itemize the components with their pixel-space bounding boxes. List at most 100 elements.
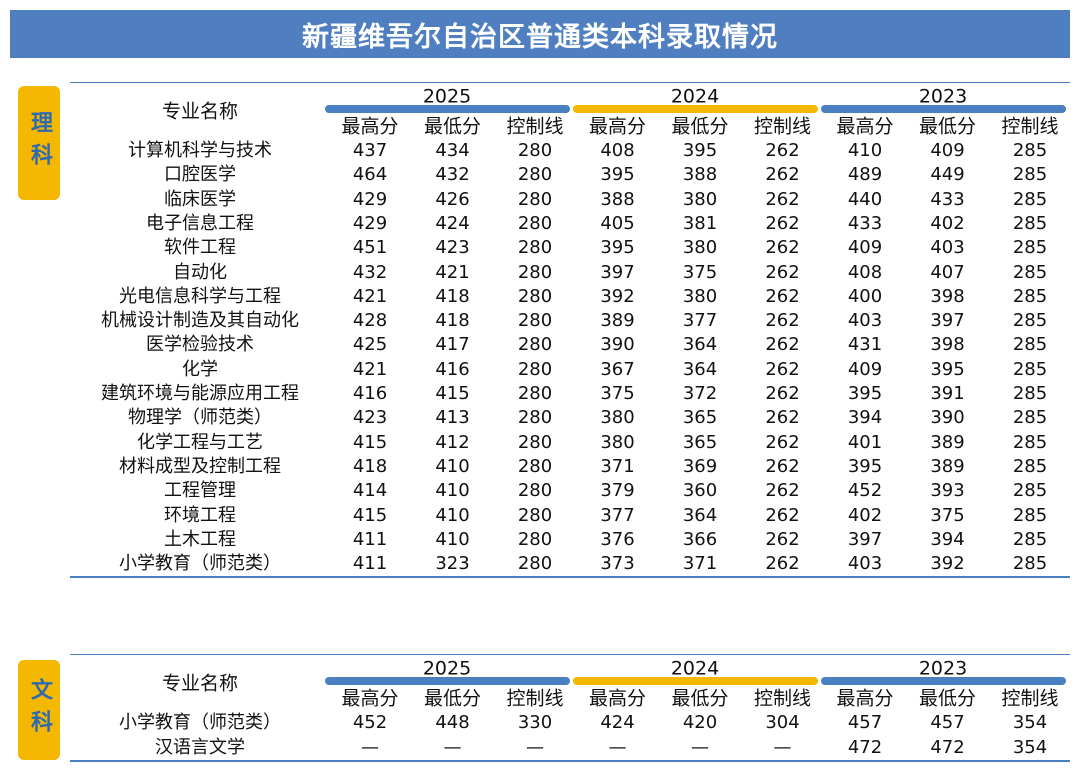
score-cell: 425: [352, 334, 388, 356]
score-cell: 400: [847, 285, 883, 307]
score-cell: 392: [600, 285, 635, 307]
score-cell: 429: [352, 212, 388, 234]
score-cell: 398: [930, 334, 965, 356]
score-cell: 280: [517, 285, 553, 307]
score-cell: 418: [435, 310, 470, 332]
score-cell: 280: [517, 212, 553, 234]
sub-header: 控制线: [1001, 115, 1059, 138]
major-name: 口腔医学: [164, 164, 236, 186]
column-header: 专业名称: [161, 672, 239, 695]
score-cell: 354: [1012, 712, 1048, 733]
year-bar: [821, 677, 1066, 685]
year-bar: [325, 105, 570, 113]
sub-header: 最高分: [341, 687, 399, 710]
score-cell: 262: [765, 261, 800, 283]
score-cell: 410: [435, 504, 470, 526]
score-cell: 428: [352, 310, 388, 332]
score-cell: 426: [435, 188, 470, 210]
score-cell: 432: [435, 164, 470, 186]
score-cell: 375: [682, 261, 718, 283]
score-cell: 416: [435, 358, 470, 380]
top-rule: [70, 82, 1070, 83]
score-cell: 415: [352, 431, 388, 453]
score-cell: 285: [1012, 334, 1048, 356]
score-cell: 389: [930, 455, 965, 477]
score-cell: 262: [765, 553, 800, 575]
column-header: 专业名称: [161, 100, 239, 123]
score-cell: 418: [435, 285, 470, 307]
year-bar: [573, 677, 818, 685]
score-cell: 418: [352, 455, 388, 477]
score-cell: 411: [352, 528, 388, 550]
major-name: 小学教育（师范类）: [119, 553, 281, 575]
score-cell: 285: [1012, 261, 1048, 283]
score-cell: 285: [1012, 431, 1048, 453]
score-cell: 380: [600, 407, 635, 429]
score-cell: 449: [930, 164, 965, 186]
score-cell: 285: [1012, 504, 1048, 526]
score-cell: 395: [682, 140, 718, 161]
score-cell: 401: [847, 431, 883, 453]
score-cell: 395: [847, 383, 883, 404]
score-cell: 285: [1012, 383, 1048, 404]
score-cell: 365: [682, 431, 718, 453]
score-cell: 381: [682, 212, 718, 234]
major-name: 土木工程: [164, 528, 236, 550]
top-rule: [70, 654, 1070, 655]
score-cell: 285: [1012, 553, 1048, 575]
score-cell: 262: [765, 140, 800, 161]
score-cell: 371: [682, 553, 718, 575]
score-cell: 403: [930, 237, 965, 259]
major-name: 医学检验技术: [146, 334, 254, 356]
score-cell: 440: [847, 188, 883, 210]
sub-header: 最低分: [671, 115, 729, 138]
score-cell: 403: [847, 553, 883, 575]
score-cell: 380: [682, 188, 718, 210]
score-cell: 391: [930, 383, 965, 404]
score-cell: 437: [352, 140, 388, 161]
major-name: 机械设计制造及其自动化: [101, 310, 299, 332]
year-bar: [821, 105, 1066, 113]
score-cell: 407: [930, 261, 965, 283]
score-cell: 262: [765, 431, 800, 453]
score-cell: 392: [930, 553, 965, 575]
score-cell: —: [608, 737, 627, 758]
score-cell: 420: [682, 712, 718, 733]
score-cell: 285: [1012, 164, 1048, 186]
score-cell: 415: [435, 383, 470, 404]
score-cell: 423: [435, 237, 470, 259]
major-name: 建筑环境与能源应用工程: [101, 383, 299, 404]
score-cell: 262: [765, 504, 800, 526]
sub-header: 控制线: [1001, 687, 1059, 710]
score-cell: 408: [600, 140, 635, 161]
sub-header: 最高分: [341, 115, 399, 138]
score-cell: 413: [435, 407, 470, 429]
score-cell: 262: [765, 212, 800, 234]
score-cell: 433: [847, 212, 883, 234]
score-cell: 395: [930, 358, 965, 380]
score-cell: 432: [352, 261, 388, 283]
score-cell: 371: [600, 455, 635, 477]
score-cell: —: [773, 737, 792, 758]
score-cell: 364: [682, 358, 718, 380]
score-cell: 375: [600, 383, 635, 404]
year-label: 2023: [918, 657, 968, 680]
score-cell: 433: [930, 188, 965, 210]
score-cell: 397: [930, 310, 965, 332]
score-cell: 376: [600, 528, 635, 550]
score-cell: 424: [600, 712, 635, 733]
score-cell: 389: [930, 431, 965, 453]
score-cell: 412: [435, 431, 470, 453]
score-cell: 429: [352, 188, 388, 210]
score-cell: 397: [847, 528, 883, 550]
score-cell: 409: [847, 237, 883, 259]
score-cell: 262: [765, 164, 800, 186]
score-cell: 262: [765, 407, 800, 429]
score-cell: 280: [517, 334, 553, 356]
major-name: 物理学（师范类）: [128, 407, 272, 429]
score-cell: 489: [847, 164, 883, 186]
major-name: 软件工程: [164, 237, 236, 259]
sub-header: 控制线: [753, 687, 812, 710]
score-cell: 280: [517, 528, 553, 550]
score-cell: 410: [435, 528, 470, 550]
